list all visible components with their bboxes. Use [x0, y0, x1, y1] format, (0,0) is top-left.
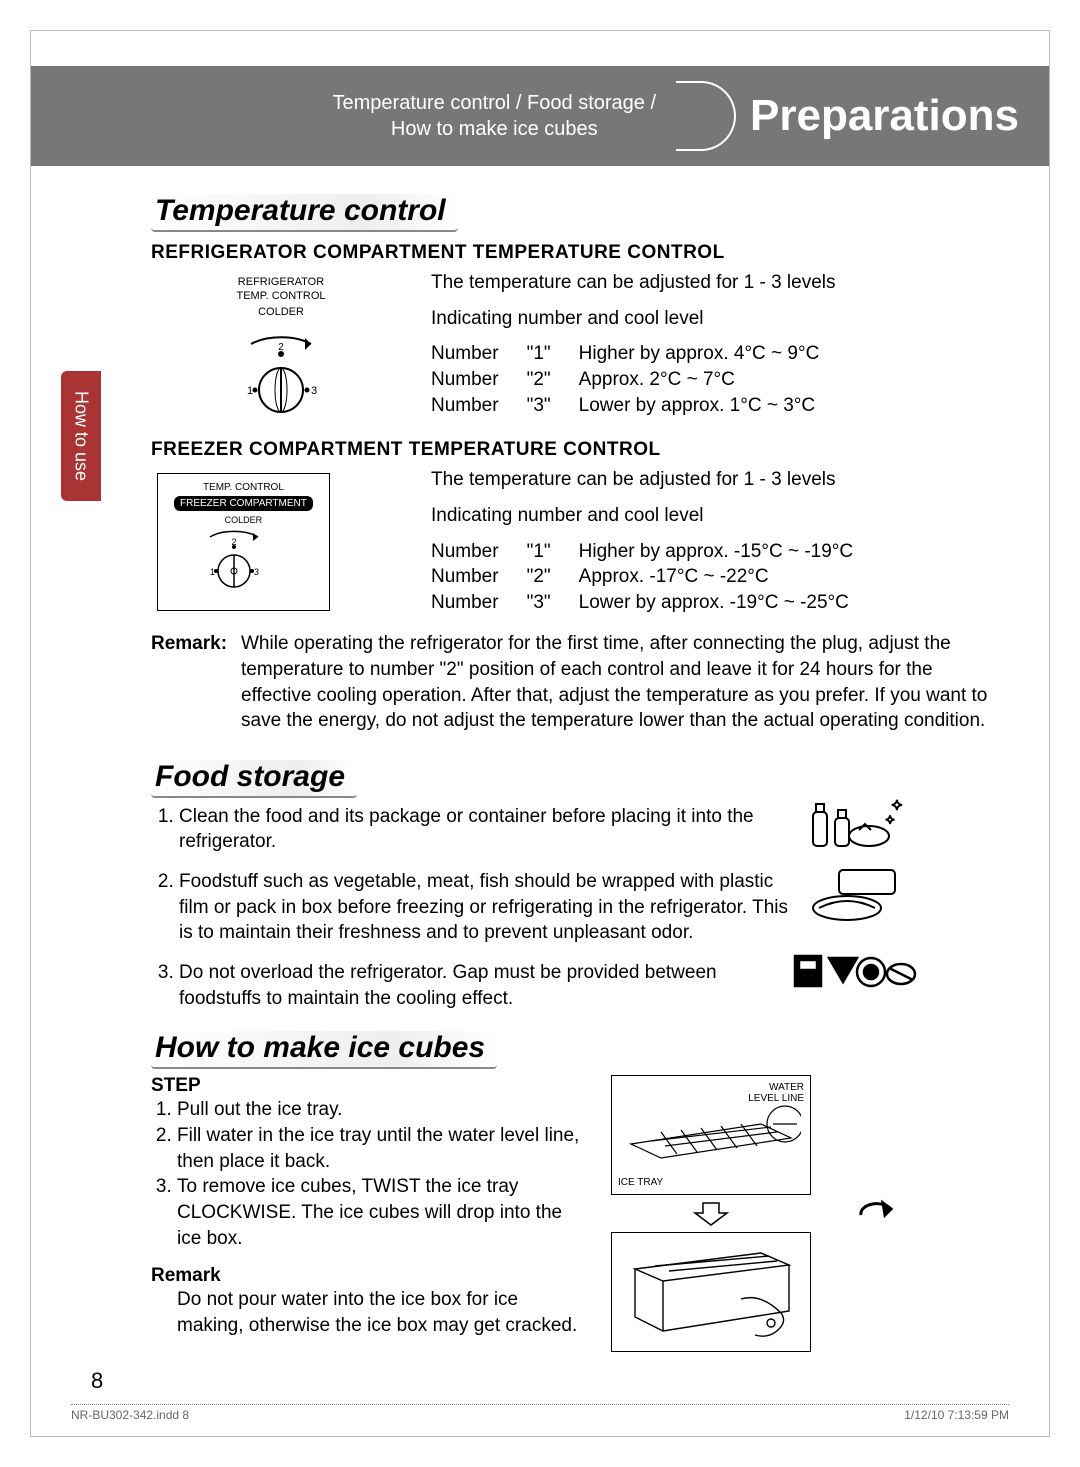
step-item: Pull out the ice tray. — [177, 1097, 581, 1123]
freezer-table: Number "1" Higher by approx. -15°C ~ -19… — [431, 539, 989, 616]
food-storage-section: Food storage Clean the food and its pack… — [151, 750, 989, 1011]
ice-box-icon — [621, 1239, 801, 1345]
table-cell: Higher by approx. 4°C ~ 9°C — [579, 341, 989, 367]
freezer-panel-label: TEMP. CONTROL — [174, 482, 313, 493]
table-cell: "2" — [527, 564, 551, 590]
step-list: Pull out the ice tray. Fill water in the… — [151, 1097, 581, 1251]
table-cell: "1" — [527, 539, 551, 565]
food-item: Clean the food and its package or contai… — [179, 804, 791, 855]
footer: NR-BU302-342.indd 8 1/12/10 7:13:59 PM — [71, 1404, 1009, 1422]
refrigerator-dial-diagram: REFRIGERATOR TEMP. CONTROL COLDER 2 1 3 — [151, 270, 411, 429]
footer-left: NR-BU302-342.indd 8 — [71, 1408, 189, 1422]
ice-tray-label: ICE TRAY — [618, 1177, 804, 1188]
ice-row: STEP Pull out the ice tray. Fill water i… — [151, 1075, 989, 1358]
step-item: Fill water in the ice tray until the wat… — [177, 1123, 581, 1174]
containers-icon — [779, 862, 929, 926]
table-cell: "3" — [527, 393, 551, 419]
food-item: Do not overload the refrigerator. Gap mu… — [179, 960, 791, 1011]
table-cell: Lower by approx. 1°C ~ 3°C — [579, 393, 989, 419]
table-cell: "2" — [527, 367, 551, 393]
food-list: Clean the food and its package or contai… — [151, 804, 791, 1011]
ice-remark-label: Remark — [151, 1265, 581, 1287]
freezer-subintro: Indicating number and cool level — [431, 503, 989, 529]
ice-tray-icon — [621, 1104, 801, 1174]
section-title-ice: How to make ice cubes — [151, 1031, 497, 1069]
content-area: Temperature control REFRIGERATOR COMPART… — [31, 166, 1049, 1358]
dial-label-1: REFRIGERATOR — [157, 276, 405, 288]
twist-arrow-icon — [855, 1195, 899, 1234]
refrig-intro: The temperature can be adjusted for 1 - … — [431, 270, 989, 296]
level-line-label: LEVEL LINE — [748, 1093, 804, 1104]
step-item: To remove ice cubes, TWIST the ice tray … — [177, 1174, 581, 1251]
section-title-temperature: Temperature control — [151, 194, 458, 232]
page-frame: Temperature control / Food storage / How… — [30, 30, 1050, 1437]
food-item: Foodstuff such as vegetable, meat, fish … — [179, 869, 791, 946]
svg-text:✦: ✦ — [891, 797, 903, 813]
footer-right: 1/12/10 7:13:59 PM — [904, 1408, 1009, 1422]
food-illustrations: ✦✦ — [779, 790, 929, 998]
table-cell: Approx. -17°C ~ -22°C — [579, 564, 989, 590]
food-items-icon — [779, 934, 929, 998]
dial-label-2: TEMP. CONTROL — [157, 290, 405, 302]
ice-steps: STEP Pull out the ice tray. Fill water i… — [151, 1075, 581, 1358]
table-cell: Higher by approx. -15°C ~ -19°C — [579, 539, 989, 565]
svg-text:2: 2 — [278, 342, 284, 353]
bottles-icon: ✦✦ — [779, 790, 929, 854]
table-cell: "3" — [527, 590, 551, 616]
page-number: 8 — [91, 1368, 103, 1394]
breadcrumb-arc-icon — [676, 81, 736, 151]
temp-remark: Remark: While operating the refrigerator… — [151, 631, 989, 734]
subheading-refrigerator: REFRIGERATOR COMPARTMENT TEMPERATURE CON… — [151, 242, 989, 264]
freezer-text: The temperature can be adjusted for 1 - … — [431, 467, 989, 617]
ice-tray-top: WATER LEVEL LINE ICE TRAY — [611, 1075, 811, 1195]
ice-box-diagram — [611, 1232, 811, 1352]
refrigerator-row: REFRIGERATOR TEMP. CONTROL COLDER 2 1 3 — [151, 270, 989, 429]
svg-text:3: 3 — [254, 567, 259, 577]
svg-text:✦: ✦ — [885, 813, 895, 827]
breadcrumb-line2: How to make ice cubes — [391, 118, 598, 140]
freezer-colder-label: COLDER — [174, 515, 313, 525]
page-title: Preparations — [750, 91, 1019, 141]
subheading-freezer: FREEZER COMPARTMENT TEMPERATURE CONTROL — [151, 439, 989, 461]
remark-text: While operating the refrigerator for the… — [241, 631, 989, 734]
table-cell: Number — [431, 539, 499, 565]
freezer-intro: The temperature can be adjusted for 1 - … — [431, 467, 989, 493]
freezer-dial-diagram: TEMP. CONTROL FREEZER COMPARTMENT COLDER… — [151, 467, 411, 617]
header-band: Temperature control / Food storage / How… — [31, 66, 1049, 166]
table-cell: Number — [431, 564, 499, 590]
dial-icon: 2 1 3 — [221, 320, 341, 420]
table-cell: Approx. 2°C ~ 7°C — [579, 367, 989, 393]
remark-label: Remark: — [151, 631, 241, 734]
table-cell: Number — [431, 393, 499, 419]
section-title-food: Food storage — [151, 760, 357, 798]
refrig-table: Number "1" Higher by approx. 4°C ~ 9°C N… — [431, 341, 989, 418]
table-cell: Number — [431, 590, 499, 616]
refrig-subintro: Indicating number and cool level — [431, 306, 989, 332]
table-cell: Lower by approx. -19°C ~ -25°C — [579, 590, 989, 616]
ice-remark-text: Do not pour water into the ice box for i… — [151, 1287, 581, 1338]
freezer-dial-icon: 2 1 3 — [174, 525, 294, 595]
freezer-row: TEMP. CONTROL FREEZER COMPARTMENT COLDER… — [151, 467, 989, 617]
refrigerator-text: The temperature can be adjusted for 1 - … — [431, 270, 989, 429]
breadcrumb-pill: Temperature control / Food storage / How… — [333, 81, 751, 151]
table-cell: Number — [431, 367, 499, 393]
svg-text:1: 1 — [247, 385, 253, 397]
table-cell: "1" — [527, 341, 551, 367]
step-label: STEP — [151, 1075, 581, 1097]
svg-text:1: 1 — [210, 567, 215, 577]
water-label: WATER — [769, 1082, 804, 1093]
breadcrumb-text: Temperature control / Food storage / How… — [333, 90, 657, 142]
freezer-badge: FREEZER COMPARTMENT — [174, 496, 313, 511]
table-cell: Number — [431, 341, 499, 367]
breadcrumb-line1: Temperature control / Food storage / — [333, 92, 657, 114]
down-arrow-icon — [691, 1201, 731, 1227]
dial-colder-label: COLDER — [157, 306, 405, 318]
svg-text:3: 3 — [311, 385, 317, 397]
ice-diagram: WATER LEVEL LINE ICE TRAY — [611, 1075, 989, 1358]
